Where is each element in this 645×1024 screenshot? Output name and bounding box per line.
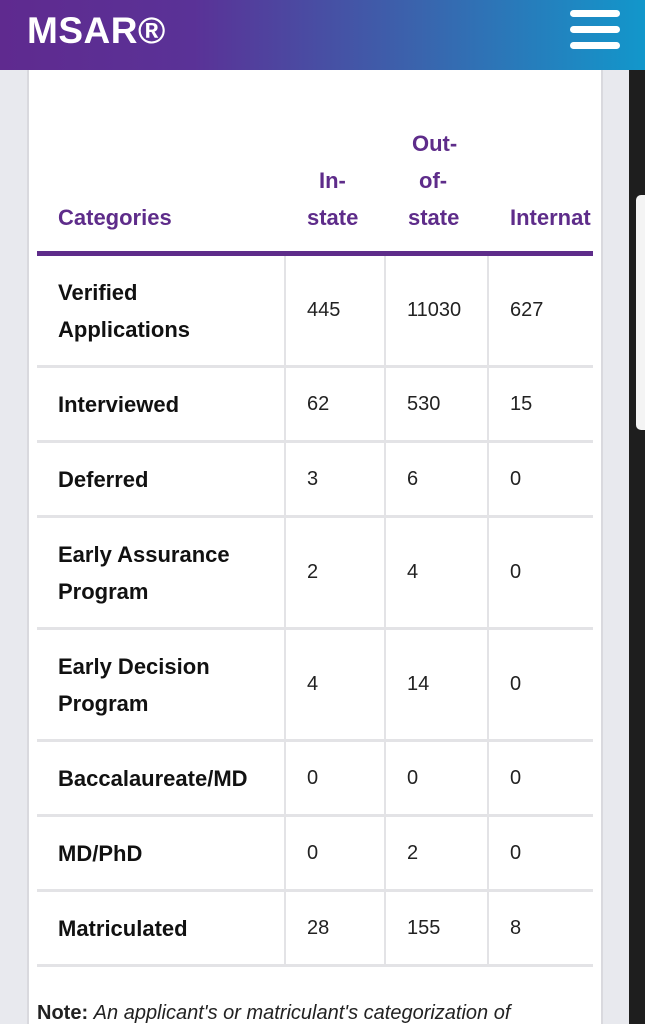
cell-international: 8 (510, 916, 522, 939)
cell-in-state: 4 (307, 673, 319, 695)
header-categories: Categories (58, 205, 172, 230)
row-category: Interviewed (58, 368, 278, 440)
cell-in-state: 0 (307, 841, 319, 864)
edge-panel-handle[interactable] (636, 195, 645, 430)
header-in-state-line-2: state (307, 205, 359, 230)
column-divider (487, 817, 489, 889)
table-row: MD/PhD 0 2 0 (37, 817, 593, 892)
column-divider (487, 892, 489, 964)
cell-in-state: 0 (307, 766, 319, 789)
menu-bar-top (570, 10, 620, 17)
cell-international: 627 (510, 299, 544, 321)
table-header-row: Categories In- state Out- of- state Inte… (37, 70, 593, 258)
applicants-table[interactable]: Categories In- state Out- of- state Inte… (37, 70, 593, 970)
cell-out-of-state: 530 (407, 392, 441, 415)
row-category-line-2: Program (58, 690, 149, 716)
table-row: Early Decision Program 4 14 0 (37, 630, 593, 742)
column-divider (384, 742, 386, 814)
column-divider (384, 368, 386, 440)
column-divider (384, 630, 386, 739)
column-divider (284, 892, 286, 964)
column-divider (384, 518, 386, 627)
cell-international: 0 (510, 766, 522, 789)
column-divider (284, 742, 286, 814)
table-note: Note: An applicant's or matriculant's ca… (37, 1002, 597, 1024)
row-category-line-1: Baccalaureate/MD (58, 765, 248, 791)
row-category-line-1: Matriculated (58, 915, 188, 941)
table-row: Deferred 3 6 0 (37, 443, 593, 518)
cell-international: 0 (510, 673, 522, 695)
row-category: Early Decision Program (58, 630, 278, 739)
row-category-line-2: Program (58, 578, 149, 604)
row-category-line-1: Early Decision (58, 653, 210, 679)
column-divider (384, 256, 386, 365)
cell-out-of-state: 14 (407, 673, 430, 695)
header-in-state-line-1: In- (319, 168, 346, 193)
row-category-line-1: Interviewed (58, 391, 180, 417)
table-row: Verified Applications 445 11030 627 (37, 256, 593, 368)
column-divider (487, 443, 489, 515)
column-divider (284, 368, 286, 440)
row-category: Deferred (58, 443, 278, 515)
header-out-of-state-line-1: Out- (412, 131, 458, 156)
column-divider (284, 518, 286, 627)
cell-out-of-state: 4 (407, 561, 419, 583)
row-category-line-1: Early Assurance (58, 541, 230, 567)
cell-out-of-state: 155 (407, 916, 441, 939)
header-in-state: In- state (307, 162, 377, 236)
header-out-of-state-line-2: of- (419, 168, 448, 193)
column-divider (284, 443, 286, 515)
cell-in-state: 2 (307, 561, 319, 583)
cell-in-state: 3 (307, 467, 319, 490)
table-row: Baccalaureate/MD 0 0 0 (37, 742, 593, 817)
row-category: Early Assurance Program (58, 518, 278, 627)
hamburger-menu-icon[interactable] (570, 10, 620, 50)
app-header: MSAR® (0, 0, 645, 70)
cell-international: 15 (510, 392, 533, 415)
note-label: Note: (37, 1002, 89, 1024)
header-out-of-state-line-3: state (408, 205, 460, 230)
column-divider (284, 256, 286, 365)
header-international: Internat (510, 205, 591, 230)
column-divider (284, 630, 286, 739)
row-category-line-1: Deferred (58, 466, 149, 492)
menu-bar-bottom (570, 42, 620, 49)
cell-out-of-state: 0 (407, 766, 419, 789)
cell-in-state: 62 (307, 392, 330, 415)
cell-international: 0 (510, 561, 522, 583)
cell-in-state: 445 (307, 299, 341, 321)
column-divider (384, 443, 386, 515)
cell-out-of-state: 2 (407, 841, 419, 864)
column-divider (487, 368, 489, 440)
column-divider (384, 892, 386, 964)
row-category: Baccalaureate/MD (58, 742, 278, 814)
column-divider (487, 256, 489, 365)
row-category-line-1: MD/PhD (58, 840, 143, 866)
column-divider (384, 817, 386, 889)
table-row: Early Assurance Program 2 4 0 (37, 518, 593, 630)
note-text: An applicant's or matriculant's categori… (93, 1002, 511, 1024)
column-divider (487, 742, 489, 814)
header-out-of-state: Out- of- state (408, 125, 478, 236)
table-row: Interviewed 62 530 15 (37, 368, 593, 443)
content-card (27, 70, 603, 1024)
row-category: Verified Applications (58, 256, 278, 365)
row-category-line-1: Verified (58, 279, 138, 305)
msar-logo[interactable]: MSAR® (27, 10, 166, 51)
row-category-line-2: Applications (58, 316, 191, 342)
row-category: Matriculated (58, 892, 278, 964)
cell-in-state: 28 (307, 916, 330, 939)
cell-out-of-state: 11030 (407, 299, 462, 321)
header-divider (37, 251, 593, 256)
menu-bar-middle (570, 26, 620, 33)
column-divider (487, 630, 489, 739)
cell-international: 0 (510, 467, 522, 490)
column-divider (284, 817, 286, 889)
cell-international: 0 (510, 841, 522, 864)
cell-out-of-state: 6 (407, 467, 419, 490)
table-row: Matriculated 28 155 8 (37, 892, 593, 967)
column-divider (487, 518, 489, 627)
row-category: MD/PhD (58, 817, 278, 889)
